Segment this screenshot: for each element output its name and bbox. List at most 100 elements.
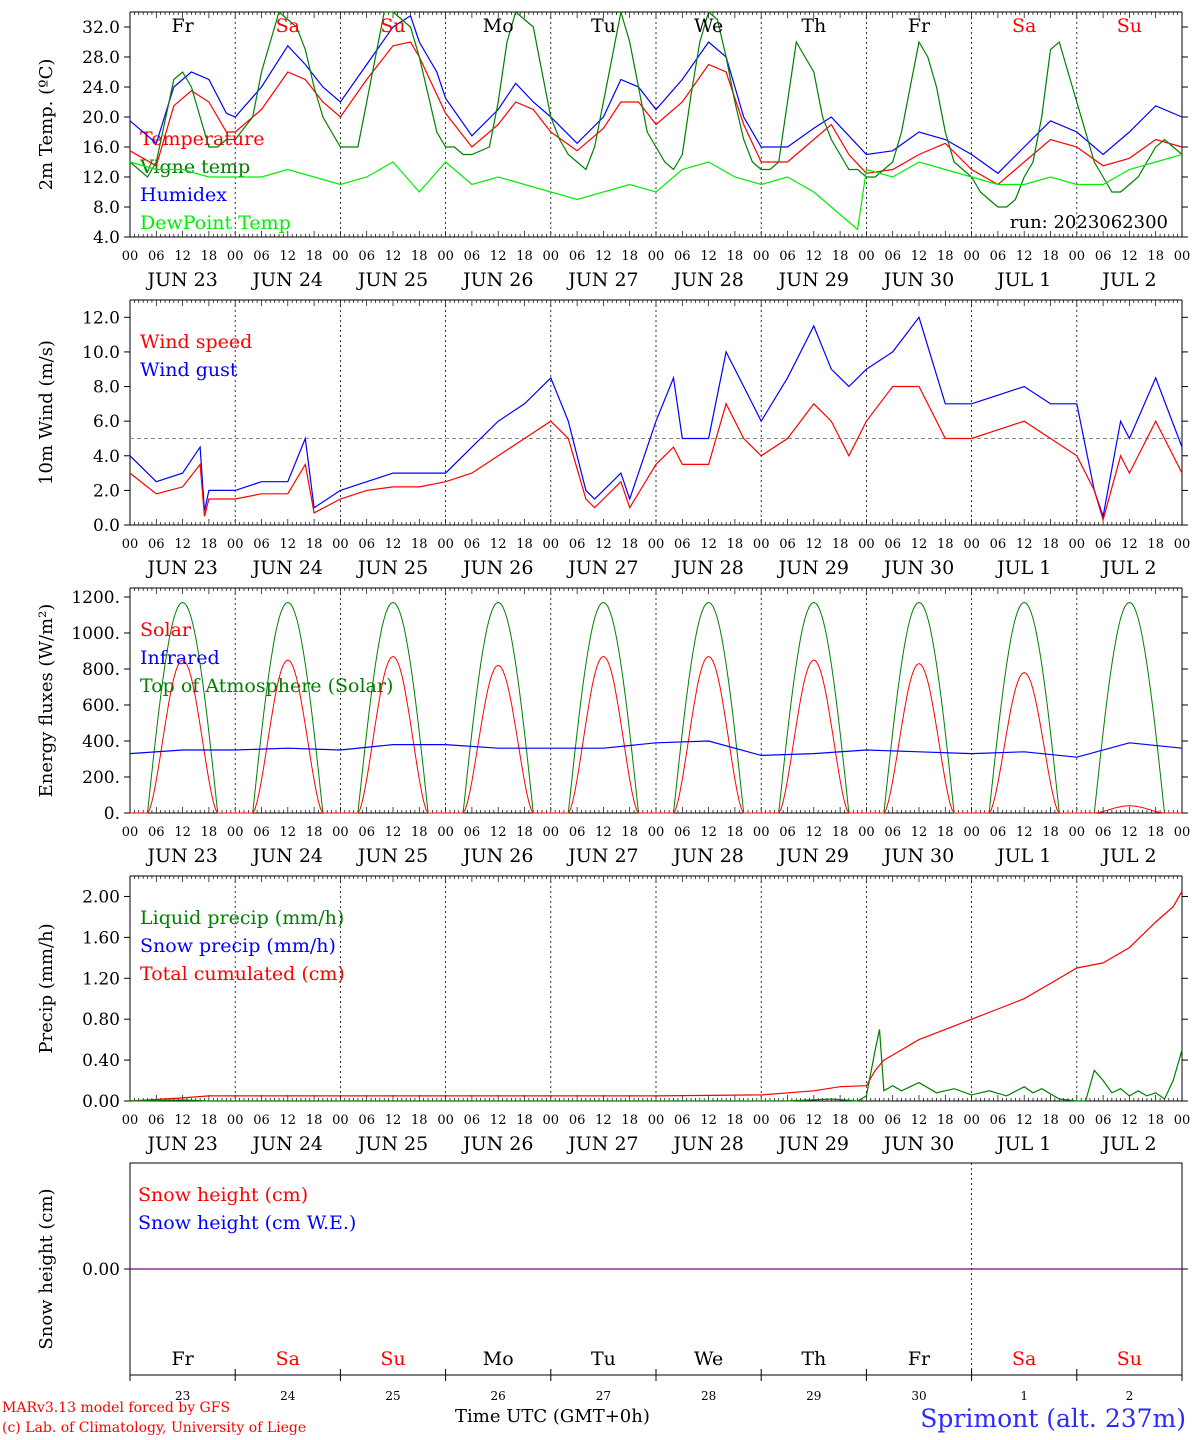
hour-tick-label: 00 xyxy=(963,537,980,552)
day-label: JUL 2 xyxy=(1100,845,1156,867)
y-tick-label: 32.0 xyxy=(82,18,120,38)
hour-tick-label: 18 xyxy=(621,537,638,552)
hour-tick-label: 00 xyxy=(1174,249,1191,264)
date-label-bottom: 27 xyxy=(596,1389,611,1400)
hour-tick-label: 06 xyxy=(253,249,270,264)
hour-tick-label: 06 xyxy=(990,249,1007,264)
hour-tick-label: 18 xyxy=(201,249,218,264)
day-label: JUL 2 xyxy=(1100,269,1156,291)
hour-tick-label: 18 xyxy=(1147,249,1164,264)
hour-tick-label: 18 xyxy=(832,537,849,552)
hour-tick-label: 06 xyxy=(779,249,796,264)
y-tick-label: 4.0 xyxy=(93,447,120,467)
weekday-label-top: Th xyxy=(801,15,826,37)
hour-tick-label: 12 xyxy=(806,825,823,840)
y-tick-label: 1200. xyxy=(71,588,120,608)
series-infrared xyxy=(129,740,1183,758)
series-temperature xyxy=(129,41,1183,186)
date-label-bottom: 1 xyxy=(1020,1389,1028,1400)
hour-tick-label: 00 xyxy=(543,249,560,264)
date-label-bottom: 29 xyxy=(806,1389,821,1400)
hour-tick-label: 00 xyxy=(1174,537,1191,552)
day-label: JUN 23 xyxy=(145,269,217,291)
hour-tick-label: 00 xyxy=(122,537,139,552)
day-label: JUL 2 xyxy=(1100,1133,1156,1155)
day-label: JUN 27 xyxy=(566,1133,638,1155)
legend-entry: Wind speed xyxy=(140,331,252,353)
hour-tick-label: 06 xyxy=(1095,249,1112,264)
hour-tick-label: 12 xyxy=(1121,249,1138,264)
hour-tick-label: 12 xyxy=(595,1113,612,1128)
day-label: JUL 1 xyxy=(995,845,1051,867)
y-axis-label: 10m Wind (m/s) xyxy=(36,340,57,485)
y-tick-label: 24.0 xyxy=(82,78,120,98)
day-label: JUN 26 xyxy=(461,845,533,867)
hour-tick-label: 18 xyxy=(201,825,218,840)
hour-tick-label: 18 xyxy=(306,825,323,840)
hour-tick-label: 12 xyxy=(280,1113,297,1128)
hour-tick-label: 00 xyxy=(858,825,875,840)
weekday-label-bottom: Mo xyxy=(483,1348,514,1370)
hour-tick-label: 00 xyxy=(753,537,770,552)
hour-tick-label: 06 xyxy=(148,825,165,840)
hour-tick-label: 12 xyxy=(1016,825,1033,840)
hour-tick-label: 00 xyxy=(1069,249,1086,264)
weekday-label-top: Fr xyxy=(908,15,931,37)
series-liquid-precip-mm-h- xyxy=(129,1029,1183,1102)
hour-tick-label: 00 xyxy=(648,249,665,264)
hour-tick-label: 00 xyxy=(753,1113,770,1128)
weekday-label-bottom: Th xyxy=(801,1348,826,1370)
hour-tick-label: 18 xyxy=(306,537,323,552)
hour-tick-label: 18 xyxy=(937,537,954,552)
y-tick-label: 400. xyxy=(82,732,120,752)
hour-tick-label: 12 xyxy=(280,249,297,264)
hour-tick-label: 06 xyxy=(990,825,1007,840)
weekday-label-bottom: Su xyxy=(380,1348,405,1370)
weekday-label-bottom: Su xyxy=(1117,1348,1142,1370)
day-label: JUN 26 xyxy=(461,557,533,579)
hour-tick-label: 12 xyxy=(490,825,507,840)
hour-tick-label: 06 xyxy=(779,825,796,840)
weekday-label-bottom: Tu xyxy=(591,1348,616,1370)
hour-tick-label: 00 xyxy=(963,1113,980,1128)
date-label-bottom: 2 xyxy=(1126,1389,1134,1400)
hour-tick-label: 12 xyxy=(595,825,612,840)
hour-tick-label: 12 xyxy=(490,1113,507,1128)
day-label: JUN 25 xyxy=(356,269,428,291)
hour-tick-label: 06 xyxy=(674,249,691,264)
day-label: JUN 24 xyxy=(251,845,323,867)
hour-tick-label: 06 xyxy=(358,537,375,552)
hour-tick-label: 12 xyxy=(911,249,928,264)
hour-tick-label: 18 xyxy=(306,1113,323,1128)
y-tick-label: 10.0 xyxy=(82,343,120,363)
hour-tick-label: 06 xyxy=(358,1113,375,1128)
weekday-label-bottom: Fr xyxy=(908,1348,931,1370)
hour-tick-label: 06 xyxy=(779,1113,796,1128)
run-label: run: 2023062300 xyxy=(1010,212,1168,233)
day-label: JUL 1 xyxy=(995,269,1051,291)
hour-tick-label: 12 xyxy=(490,249,507,264)
hour-tick-label: 00 xyxy=(227,249,244,264)
hour-tick-label: 00 xyxy=(963,249,980,264)
hour-tick-label: 06 xyxy=(464,825,481,840)
weekday-label-bottom: We xyxy=(694,1348,723,1370)
day-label: JUN 24 xyxy=(251,1133,323,1155)
y-tick-label: 16.0 xyxy=(82,138,120,158)
hour-tick-label: 12 xyxy=(1016,537,1033,552)
hour-tick-label: 00 xyxy=(648,825,665,840)
day-label: JUN 25 xyxy=(356,557,428,579)
hour-tick-label: 18 xyxy=(621,1113,638,1128)
day-label: JUL 1 xyxy=(995,557,1051,579)
day-label: JUN 28 xyxy=(671,845,743,867)
legend-entry: Humidex xyxy=(140,184,227,206)
hour-tick-label: 00 xyxy=(332,249,349,264)
day-label: JUN 29 xyxy=(777,845,849,867)
y-tick-label: 600. xyxy=(82,696,120,716)
hour-tick-label: 06 xyxy=(1095,1113,1112,1128)
y-tick-label: 0.00 xyxy=(82,1260,120,1280)
hour-tick-label: 00 xyxy=(122,249,139,264)
hour-tick-label: 18 xyxy=(411,537,428,552)
hour-tick-label: 18 xyxy=(201,1113,218,1128)
y-tick-label: 12.0 xyxy=(82,168,120,188)
hour-tick-label: 12 xyxy=(174,825,191,840)
